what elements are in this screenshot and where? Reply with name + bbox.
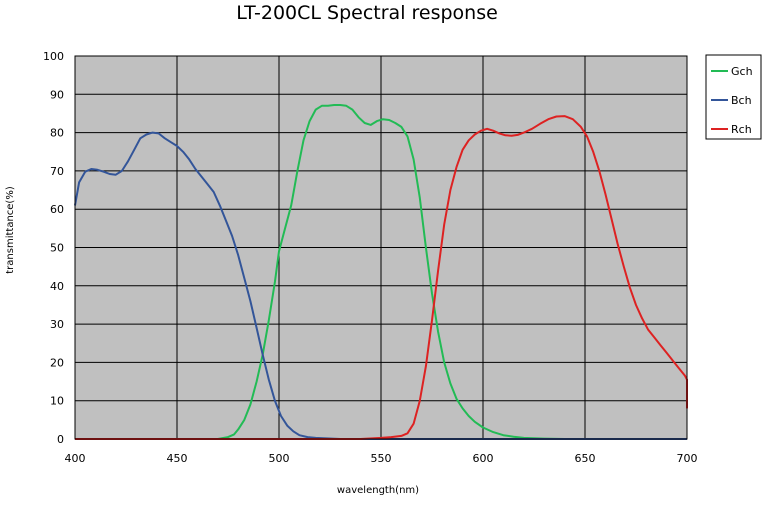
legend-label-gch: Gch	[731, 65, 753, 78]
y-tick-label-60: 60	[50, 203, 64, 216]
legend: Gch Bch Rch	[705, 54, 762, 140]
x-tick-label-550: 550	[371, 452, 392, 465]
y-tick-label-30: 30	[50, 318, 64, 331]
y-tick-label-90: 90	[50, 88, 64, 101]
legend-label-bch: Bch	[731, 94, 752, 107]
x-tick-label-700: 700	[677, 452, 698, 465]
y-axis-ticks: 0 10 20 30 40 50 60 70 80 90 100	[43, 50, 64, 446]
x-tick-label-600: 600	[473, 452, 494, 465]
y-tick-label-80: 80	[50, 127, 64, 140]
x-axis-ticks: 400 450 500 550 600 650 700	[65, 452, 698, 465]
y-tick-label-10: 10	[50, 395, 64, 408]
series-line-bch	[74, 131, 687, 440]
y-tick-label-100: 100	[43, 50, 64, 63]
legend-box	[705, 54, 762, 140]
x-tick-label-400: 400	[65, 452, 86, 465]
series-layer	[74, 104, 688, 440]
legend-label-rch: Rch	[731, 123, 752, 136]
series-line-gch	[217, 104, 687, 440]
y-axis-label: transmittance(%)	[5, 186, 16, 274]
x-axis-label: wavelength(nm)	[337, 485, 419, 496]
series-line-rch	[75, 115, 688, 440]
y-tick-label-40: 40	[50, 280, 64, 293]
y-tick-label-0: 0	[57, 433, 64, 446]
y-tick-label-20: 20	[50, 356, 64, 369]
chart-title: LT-200CL Spectral response	[236, 2, 498, 24]
x-tick-label-500: 500	[269, 452, 290, 465]
x-tick-label-650: 650	[575, 452, 596, 465]
x-tick-label-450: 450	[167, 452, 188, 465]
plot-border	[74, 55, 688, 440]
y-tick-label-50: 50	[50, 242, 64, 255]
y-tick-label-70: 70	[50, 165, 64, 178]
